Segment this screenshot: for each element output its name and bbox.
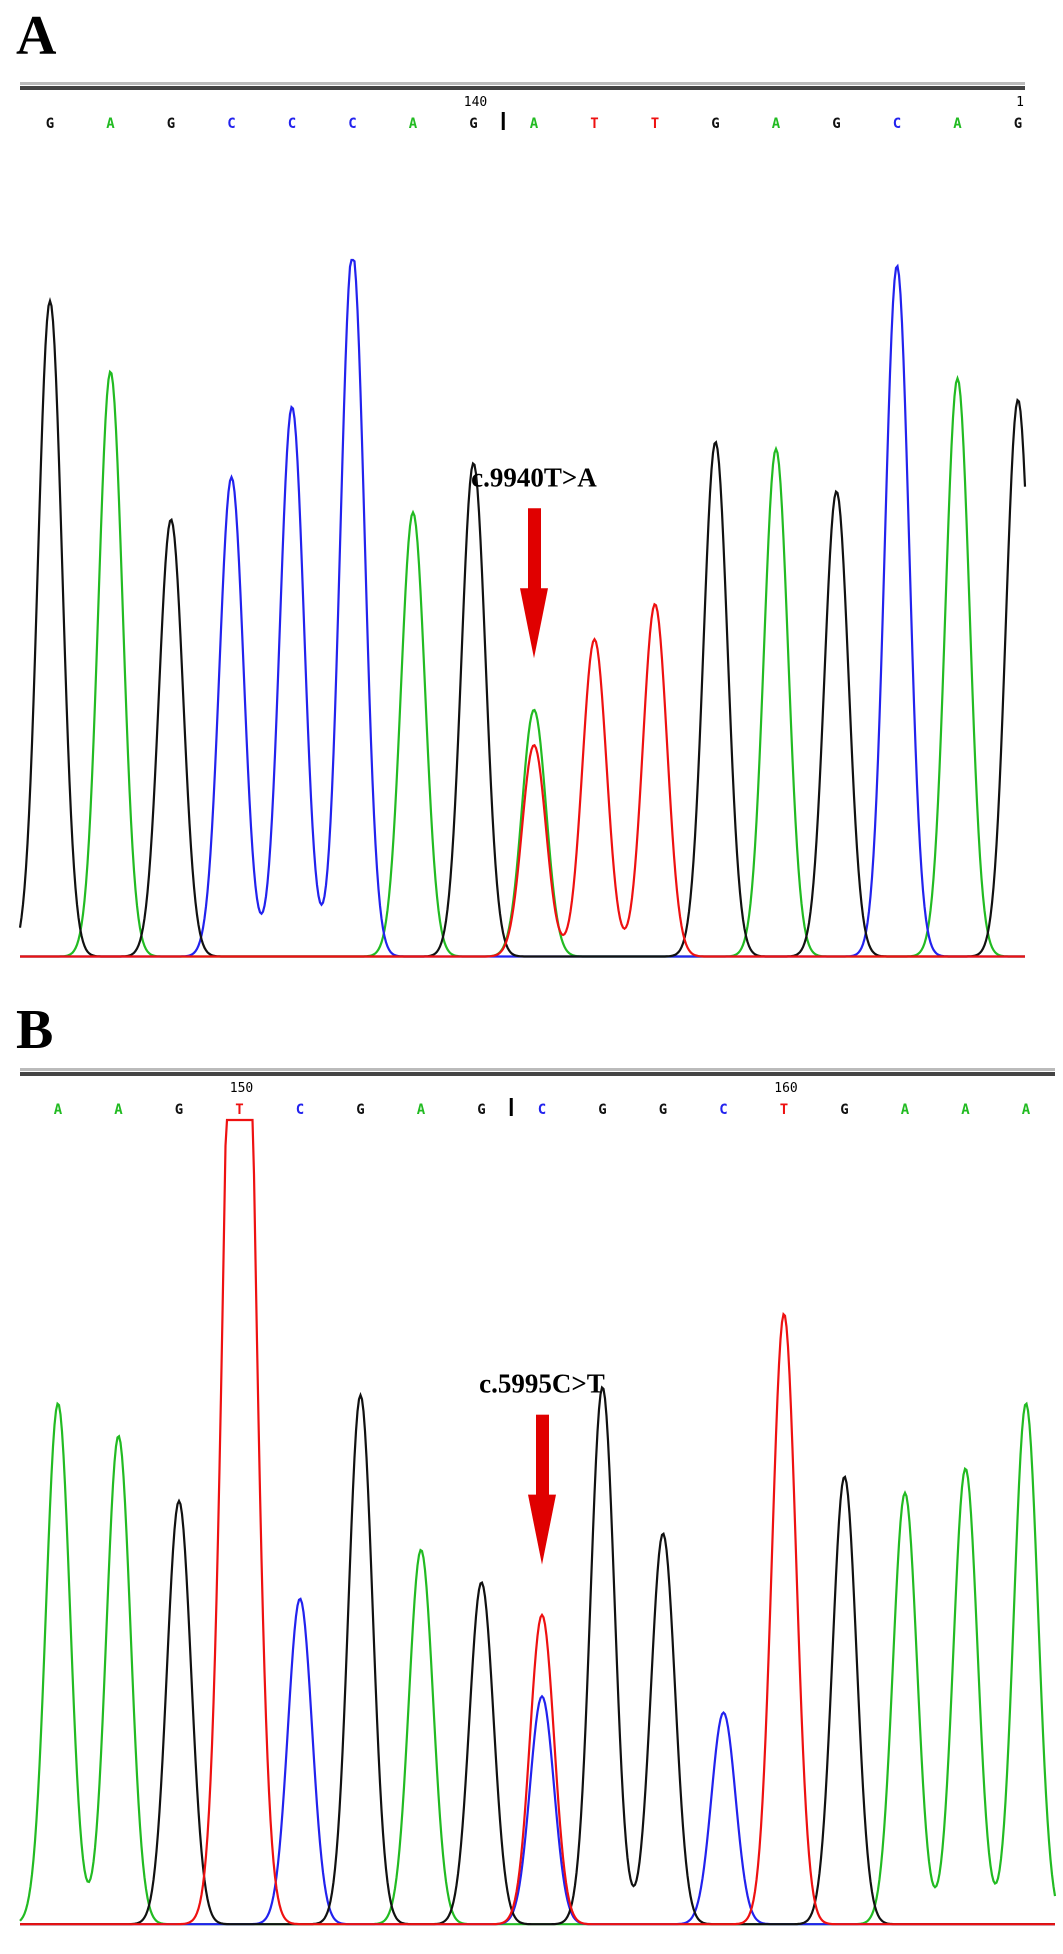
trace-C bbox=[20, 258, 1025, 958]
header-rule bbox=[20, 1072, 1055, 1076]
base-call: G bbox=[175, 1102, 183, 1118]
chromatogram-b: A A G T C G A G C G G C T G A A A 150 160 c.5995C>T bbox=[19, 1068, 1057, 1926]
trace-C bbox=[20, 1597, 1055, 1926]
arrow-head bbox=[528, 1494, 556, 1565]
base-call: G bbox=[1014, 116, 1022, 132]
base-call: A bbox=[417, 1102, 426, 1118]
mutation-annotation: c.9940T>A bbox=[471, 462, 597, 492]
base-call: G bbox=[167, 116, 175, 132]
arrow-shaft bbox=[536, 1414, 549, 1505]
trace-G bbox=[18, 297, 1027, 958]
base-call: A bbox=[530, 116, 539, 132]
base-call: G bbox=[840, 1102, 848, 1118]
trace-A bbox=[20, 369, 1025, 958]
cursor-mark bbox=[509, 1098, 513, 1116]
base-call: A bbox=[114, 1102, 123, 1118]
position-marker: 140 bbox=[464, 95, 487, 110]
base-call: A bbox=[106, 116, 115, 132]
base-call: A bbox=[961, 1102, 970, 1118]
mutation-annotation: c.5995C>T bbox=[479, 1369, 605, 1399]
position-marker: 150 bbox=[230, 1081, 253, 1096]
base-call: C bbox=[893, 116, 901, 132]
base-call: C bbox=[227, 116, 235, 132]
base-call: T bbox=[651, 116, 659, 132]
trace-T bbox=[20, 1118, 1055, 1926]
base-call: G bbox=[598, 1102, 606, 1118]
panel-label-a: A bbox=[16, 5, 57, 67]
base-call: A bbox=[901, 1102, 910, 1118]
base-call: G bbox=[469, 116, 477, 132]
base-call: A bbox=[953, 116, 962, 132]
base-call: T bbox=[780, 1102, 788, 1118]
base-call: G bbox=[832, 116, 840, 132]
base-call: A bbox=[409, 116, 418, 132]
position-marker: 160 bbox=[774, 1081, 797, 1096]
arrow-head bbox=[520, 588, 548, 659]
base-call: A bbox=[1022, 1102, 1031, 1118]
base-call: C bbox=[288, 116, 296, 132]
trace-G bbox=[20, 1385, 1055, 1926]
base-call: G bbox=[46, 116, 54, 132]
base-call: C bbox=[296, 1102, 304, 1118]
base-call: A bbox=[54, 1102, 63, 1118]
base-call: G bbox=[711, 116, 719, 132]
chromatogram-a: G A G C C C A G A T T G A G C A G 140 1 c.9940T>A bbox=[18, 82, 1027, 958]
base-call: G bbox=[477, 1102, 485, 1118]
position-marker: 1 bbox=[1016, 95, 1024, 110]
base-call: G bbox=[356, 1102, 364, 1118]
arrow-shaft bbox=[528, 508, 541, 599]
trace-T bbox=[20, 602, 1025, 958]
header-rule-shadow bbox=[20, 82, 1025, 85]
cursor-mark bbox=[501, 112, 505, 130]
base-call: C bbox=[538, 1102, 546, 1118]
base-call: G bbox=[659, 1102, 667, 1118]
base-call: T bbox=[590, 116, 598, 132]
base-call: A bbox=[772, 116, 781, 132]
base-call: C bbox=[348, 116, 356, 132]
header-rule bbox=[20, 86, 1025, 90]
panel-label-b: B bbox=[16, 999, 54, 1061]
base-call: C bbox=[719, 1102, 727, 1118]
base-call: T bbox=[235, 1102, 243, 1118]
header-rule-shadow bbox=[20, 1068, 1055, 1071]
